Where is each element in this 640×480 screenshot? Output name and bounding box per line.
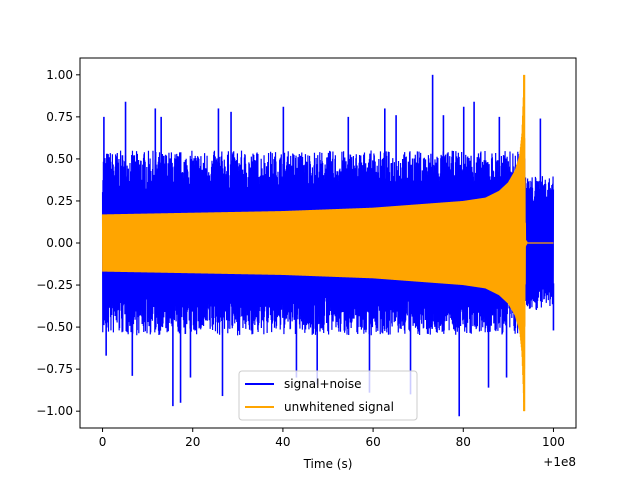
x-tick-label: 60	[365, 435, 380, 449]
x-axis: 0 20 40 60 80 100	[99, 428, 565, 449]
legend: signal+noise unwhitened signal	[238, 370, 418, 421]
x-axis-offset-label: +1e8	[543, 455, 576, 469]
legend-label-signal-noise: signal+noise	[284, 377, 361, 391]
series-layer	[101, 74, 555, 417]
x-tick-label: 40	[275, 435, 290, 449]
y-tick-label: −0.75	[36, 362, 73, 376]
x-axis-title: Time (s)	[303, 457, 353, 471]
x-tick-label: 100	[542, 435, 565, 449]
y-tick-label: −1.00	[36, 404, 73, 418]
y-tick-label: 0.25	[46, 194, 73, 208]
y-axis: −1.00 −0.75 −0.50 −0.25 0.00 0.25 0.50 0.75 1.00	[36, 68, 80, 418]
y-tick-label: 1.00	[46, 68, 73, 82]
x-tick-label: 20	[185, 435, 200, 449]
y-tick-label: 0.50	[46, 152, 73, 166]
y-tick-label: 0.75	[46, 110, 73, 124]
legend-label-unwhitened-signal: unwhitened signal	[284, 400, 394, 414]
x-tick-label: 0	[99, 435, 107, 449]
x-tick-label: 80	[456, 435, 471, 449]
y-tick-label: −0.50	[36, 320, 73, 334]
legend-box	[238, 370, 418, 421]
series-unwhitened-signal-line	[101, 79, 554, 412]
y-tick-label: −0.25	[36, 278, 73, 292]
y-tick-label: 0.00	[46, 236, 73, 250]
